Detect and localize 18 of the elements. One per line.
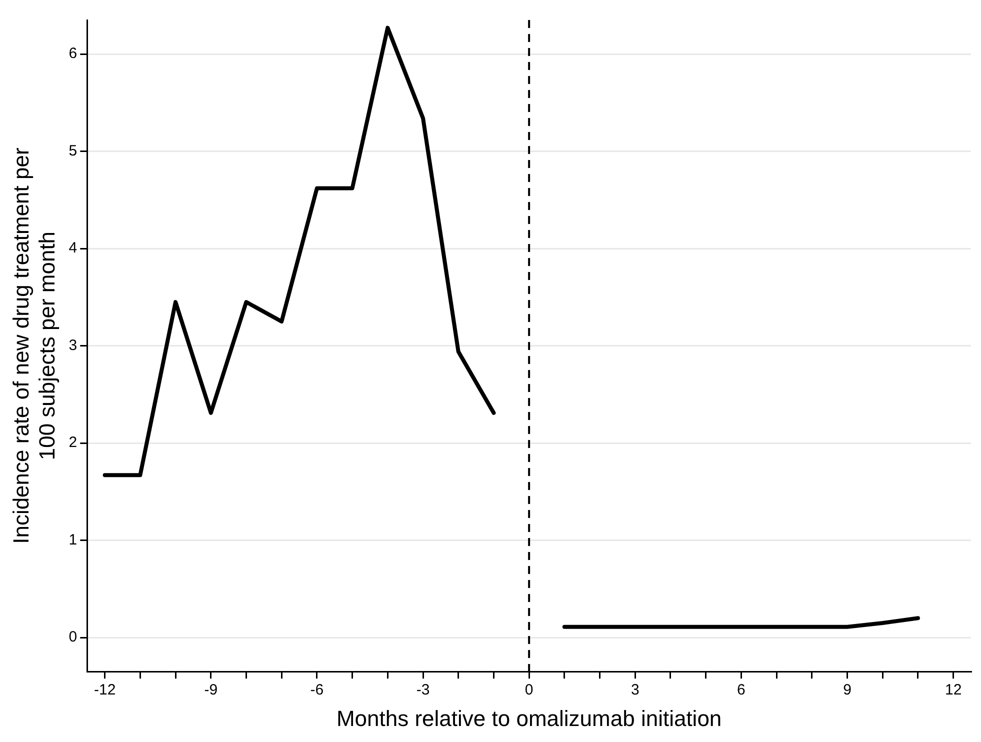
- x-tick-label: -3: [416, 682, 430, 699]
- x-tick-label: 0: [524, 682, 534, 699]
- y-tick-label: 0: [68, 628, 78, 646]
- y-tick-label: 6: [68, 45, 78, 62]
- y-tick-label: 2: [68, 434, 78, 452]
- x-tick-label: 9: [843, 682, 852, 699]
- x-tick-label: -12: [94, 682, 116, 699]
- x-axis-title: Months relative to omalizumab initiation: [336, 706, 722, 731]
- y-tick-label: 3: [68, 336, 78, 354]
- y-axis-title: Incidence rate of new drug treatment per 100 subjects per month: [8, 148, 60, 544]
- x-tick-label: 3: [630, 682, 640, 699]
- y-tick-label: 5: [68, 142, 78, 160]
- y-tick-label: 4: [68, 240, 78, 257]
- x-tick-label: 12: [944, 682, 962, 699]
- x-tick-label: 6: [737, 682, 746, 699]
- y-tick-label: 1: [68, 531, 78, 548]
- x-tick-label: -9: [204, 682, 218, 699]
- x-tick-label: -6: [310, 682, 324, 699]
